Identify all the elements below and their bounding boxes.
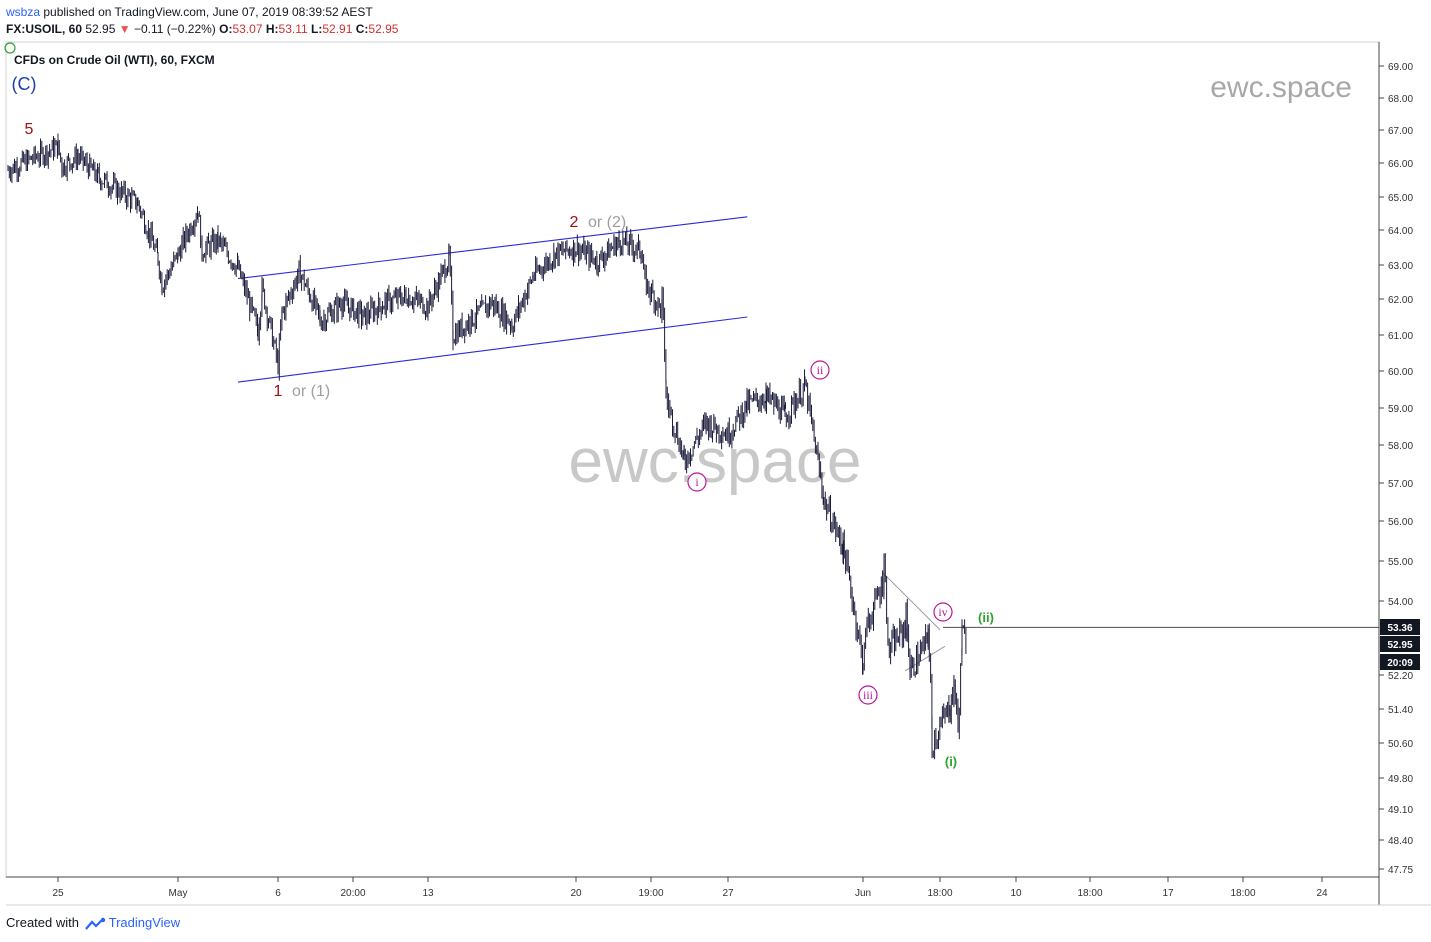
published-text: published on TradingView.com, June 07, 2… — [43, 5, 373, 19]
wave-label-circle — [933, 602, 953, 622]
price-change: −0.11 (−0.22%) — [133, 22, 216, 36]
y-tick-label: 67.00 — [1388, 126, 1413, 137]
y-tick-label: 51.40 — [1388, 705, 1413, 716]
wave-label: 1 — [274, 383, 283, 400]
symbol-line: FX:USOIL, 60 52.95 ▼ −0.11 (−0.22%) O:53… — [6, 22, 398, 36]
x-tick-label: 20 — [570, 888, 582, 899]
low-value: 52.91 — [322, 22, 353, 36]
high-label: H: — [265, 22, 279, 36]
y-tick-label: 52.20 — [1388, 671, 1413, 682]
close-label: C: — [355, 22, 369, 36]
time-axis[interactable]: 25 May 6 20:00 13 20 19:00 27 Jun 18:00 10 18:00 17 1… — [52, 877, 1328, 899]
price-tag-label: 53.36 — [1387, 623, 1412, 634]
y-tick-label: 65.00 — [1388, 193, 1413, 204]
symbol-name: FX:USOIL, 60 — [6, 22, 83, 36]
y-tick-label: 47.75 — [1388, 865, 1413, 876]
corner-watermark: ewc.space — [1210, 71, 1352, 104]
x-tick-label: 17 — [1162, 888, 1174, 899]
x-tick-label: Jun — [855, 888, 871, 899]
x-tick-label: 18:00 — [1230, 888, 1255, 899]
y-tick-label: 54.00 — [1388, 597, 1413, 608]
wave-label: 2 — [570, 214, 579, 231]
tradingview-logo-icon — [84, 917, 105, 930]
y-tick-label: 48.40 — [1388, 836, 1413, 847]
price-tag-box — [1380, 619, 1420, 635]
down-arrow-icon: ▼ — [118, 22, 131, 36]
y-tick-label: 64.00 — [1388, 226, 1413, 237]
wave-label-circle — [687, 472, 707, 492]
wave-label-circle — [810, 360, 830, 380]
high-value: 53.11 — [278, 22, 308, 36]
y-tick-label: 50.60 — [1388, 739, 1413, 750]
open-value: 53.07 — [232, 22, 263, 36]
last-price: 52.95 — [85, 22, 116, 36]
x-tick-label: May — [169, 888, 188, 899]
wave-label: iii — [863, 688, 874, 702]
price-tag-box — [1380, 636, 1420, 652]
wave-label: iv — [938, 605, 947, 619]
channel-upper-line[interactable] — [237, 216, 748, 280]
y-tick-label: 49.80 — [1388, 774, 1413, 785]
drawings — [237, 216, 1379, 672]
x-tick-label: 6 — [275, 888, 281, 899]
wave-label: (C) — [12, 74, 37, 94]
y-tick-label: 63.00 — [1388, 261, 1413, 272]
x-tick-label: 18:00 — [1077, 888, 1102, 899]
x-tick-label: 13 — [422, 888, 434, 899]
y-tick-label: 49.10 — [1388, 805, 1413, 816]
wave-label: ii — [817, 363, 824, 377]
x-tick-label: 18:00 — [927, 888, 952, 899]
wave-label: (ii) — [978, 610, 994, 625]
tradingview-brand[interactable]: TradingView — [108, 915, 181, 930]
series-title: CFDs on Crude Oil (WTI), 60, FXCM — [14, 53, 215, 67]
publish-info: wsbza published on TradingView.com, June… — [6, 5, 373, 19]
low-label: L: — [311, 22, 323, 36]
wave-label: i — [695, 475, 699, 489]
price-tags: 53.36 52.95 20:09 — [1380, 619, 1420, 670]
y-tick-label: 60.00 — [1388, 367, 1413, 378]
settings-circle-icon[interactable] — [4, 42, 16, 54]
y-tick-label: 61.00 — [1388, 331, 1413, 342]
y-tick-label: 69.00 — [1388, 62, 1413, 73]
center-watermark: ewc.space — [569, 427, 862, 496]
y-tick-label: 68.00 — [1388, 94, 1413, 105]
wave-label-circle — [858, 685, 878, 705]
created-with-text: Created with — [6, 915, 79, 930]
footer: Created with TradingView — [6, 915, 180, 931]
x-tick-label: 25 — [52, 888, 64, 899]
wave-label: (i) — [945, 754, 957, 769]
price-tag-label: 52.95 — [1387, 640, 1412, 651]
wave-label: 5 — [25, 121, 34, 138]
open-label: O: — [219, 22, 233, 36]
wave-label-alt: or (2) — [588, 214, 626, 231]
price-axis[interactable]: 69.00 68.00 67.00 66.00 65.00 64.00 63.00 62.00… — [1379, 62, 1413, 876]
y-tick-label: 62.00 — [1388, 295, 1413, 306]
channel-lower-line[interactable] — [237, 316, 748, 383]
candles — [7, 133, 967, 760]
y-tick-label: 59.00 — [1388, 404, 1413, 415]
y-tick-label: 66.00 — [1388, 159, 1413, 170]
x-tick-label: 27 — [722, 888, 734, 899]
y-tick-label: 58.00 — [1388, 441, 1413, 452]
x-tick-label: 24 — [1316, 888, 1328, 899]
y-tick-label: 57.00 — [1388, 479, 1413, 490]
y-tick-label: 55.00 — [1388, 557, 1413, 568]
x-tick-label: 10 — [1010, 888, 1022, 899]
x-tick-label: 19:00 — [638, 888, 663, 899]
close-value: 52.95 — [368, 22, 399, 36]
x-tick-label: 20:00 — [340, 888, 365, 899]
publisher-name[interactable]: wsbza — [6, 5, 41, 19]
price-tag-box — [1380, 654, 1420, 670]
price-tag-label: 20:09 — [1387, 658, 1413, 669]
y-tick-label: 56.00 — [1388, 517, 1413, 528]
wave-label-alt: or (1) — [292, 383, 330, 400]
triangle-upper-line[interactable] — [882, 572, 941, 631]
